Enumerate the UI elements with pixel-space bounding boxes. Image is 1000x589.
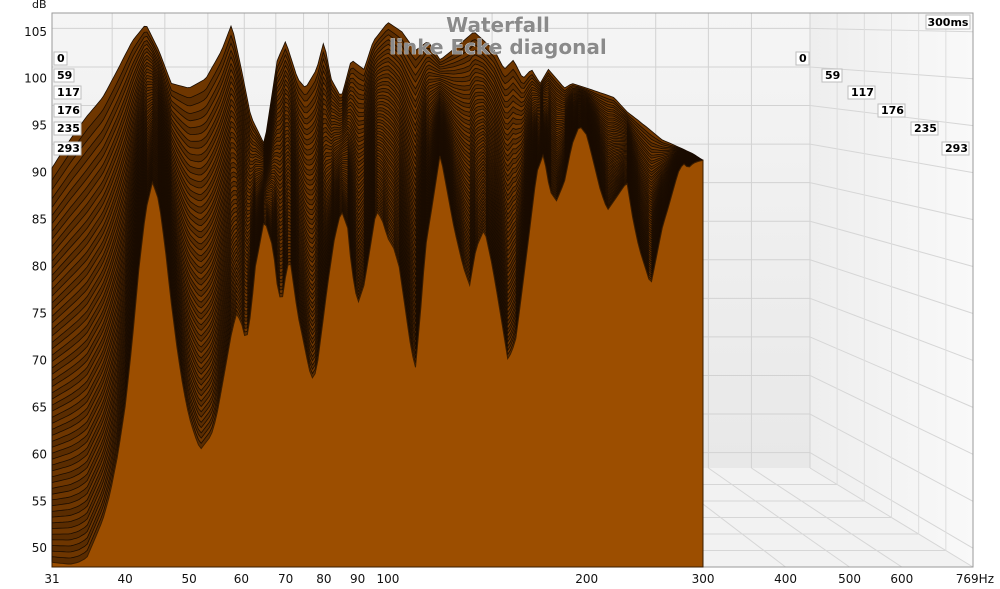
y-tick-label: 100 [24, 72, 47, 86]
y-tick-label: 95 [32, 119, 47, 133]
y-tick-label: 85 [32, 213, 47, 227]
x-tick-label: 200 [575, 572, 598, 586]
y-axis: dB 50 55 60 65 70 75 80 85 90 95 100 105 [24, 0, 47, 555]
x-axis: 31 40 50 60 70 80 90 100 200 300 400 500 600 769Hz [44, 572, 994, 586]
time-slice-box [53, 141, 82, 156]
y-tick-label: 105 [24, 25, 47, 39]
time-slice-label: 176 [881, 104, 904, 117]
waterfall-front-slice [51, 126, 704, 568]
time-slice-box [847, 85, 876, 100]
time-slice-label: 117 [57, 86, 80, 99]
time-slice-label: 293 [57, 142, 80, 155]
time-slice-box [53, 85, 82, 100]
y-tick-label: 80 [32, 260, 47, 274]
time-slice-box [910, 121, 939, 136]
y-tick-label: 50 [32, 541, 47, 555]
x-tick-label: 70 [278, 572, 293, 586]
x-tick-label: 50 [181, 572, 196, 586]
x-tick-label: 80 [316, 572, 331, 586]
time-slice-box [53, 51, 68, 66]
y-tick-label: 65 [32, 400, 47, 414]
chart-title: Waterfall [446, 13, 550, 37]
right-time-labels: 0 59 117 176 235 293 [795, 51, 970, 156]
time-slice-label: 235 [914, 122, 937, 135]
y-tick-label: 75 [32, 306, 47, 320]
y-axis-unit: dB [32, 0, 47, 11]
time-slice-label: 59 [825, 69, 840, 82]
x-tick-label: 300 [692, 572, 715, 586]
time-slice-label: 0 [57, 52, 65, 65]
time-slice-box [877, 103, 906, 118]
time-slice-box [821, 68, 843, 83]
time-slice-box [53, 121, 82, 136]
chart-subtitle: linke Ecke diagonal [389, 35, 606, 59]
time-slice-box [795, 51, 810, 66]
time-window-label: 300ms [928, 16, 969, 29]
x-tick-label: 500 [838, 572, 861, 586]
x-tick-label: 60 [234, 572, 249, 586]
time-slice-label: 293 [945, 142, 968, 155]
time-slice-label: 235 [57, 122, 80, 135]
time-slice-box [53, 68, 75, 83]
x-tick-label: 600 [890, 572, 913, 586]
x-tick-label: 90 [350, 572, 365, 586]
x-tick-label: 31 [44, 572, 59, 586]
time-slice-label: 117 [851, 86, 874, 99]
time-slice-label: 176 [57, 104, 80, 117]
time-slice-label: 59 [57, 69, 72, 82]
time-slice-box [941, 141, 970, 156]
x-tick-label: 769Hz [956, 572, 994, 586]
x-tick-label: 100 [376, 572, 399, 586]
waterfall-surface [51, 22, 704, 568]
time-slice-box [53, 103, 82, 118]
y-tick-label: 70 [32, 353, 47, 367]
y-tick-label: 55 [32, 494, 47, 508]
time-slice-label: 0 [799, 52, 807, 65]
x-tick-label: 40 [117, 572, 132, 586]
y-tick-label: 60 [32, 447, 47, 461]
time-window-badge: 300ms [925, 14, 971, 30]
x-tick-label: 400 [774, 572, 797, 586]
left-time-labels: 0 59 117 176 235 293 [53, 51, 82, 156]
y-tick-label: 90 [32, 166, 47, 180]
